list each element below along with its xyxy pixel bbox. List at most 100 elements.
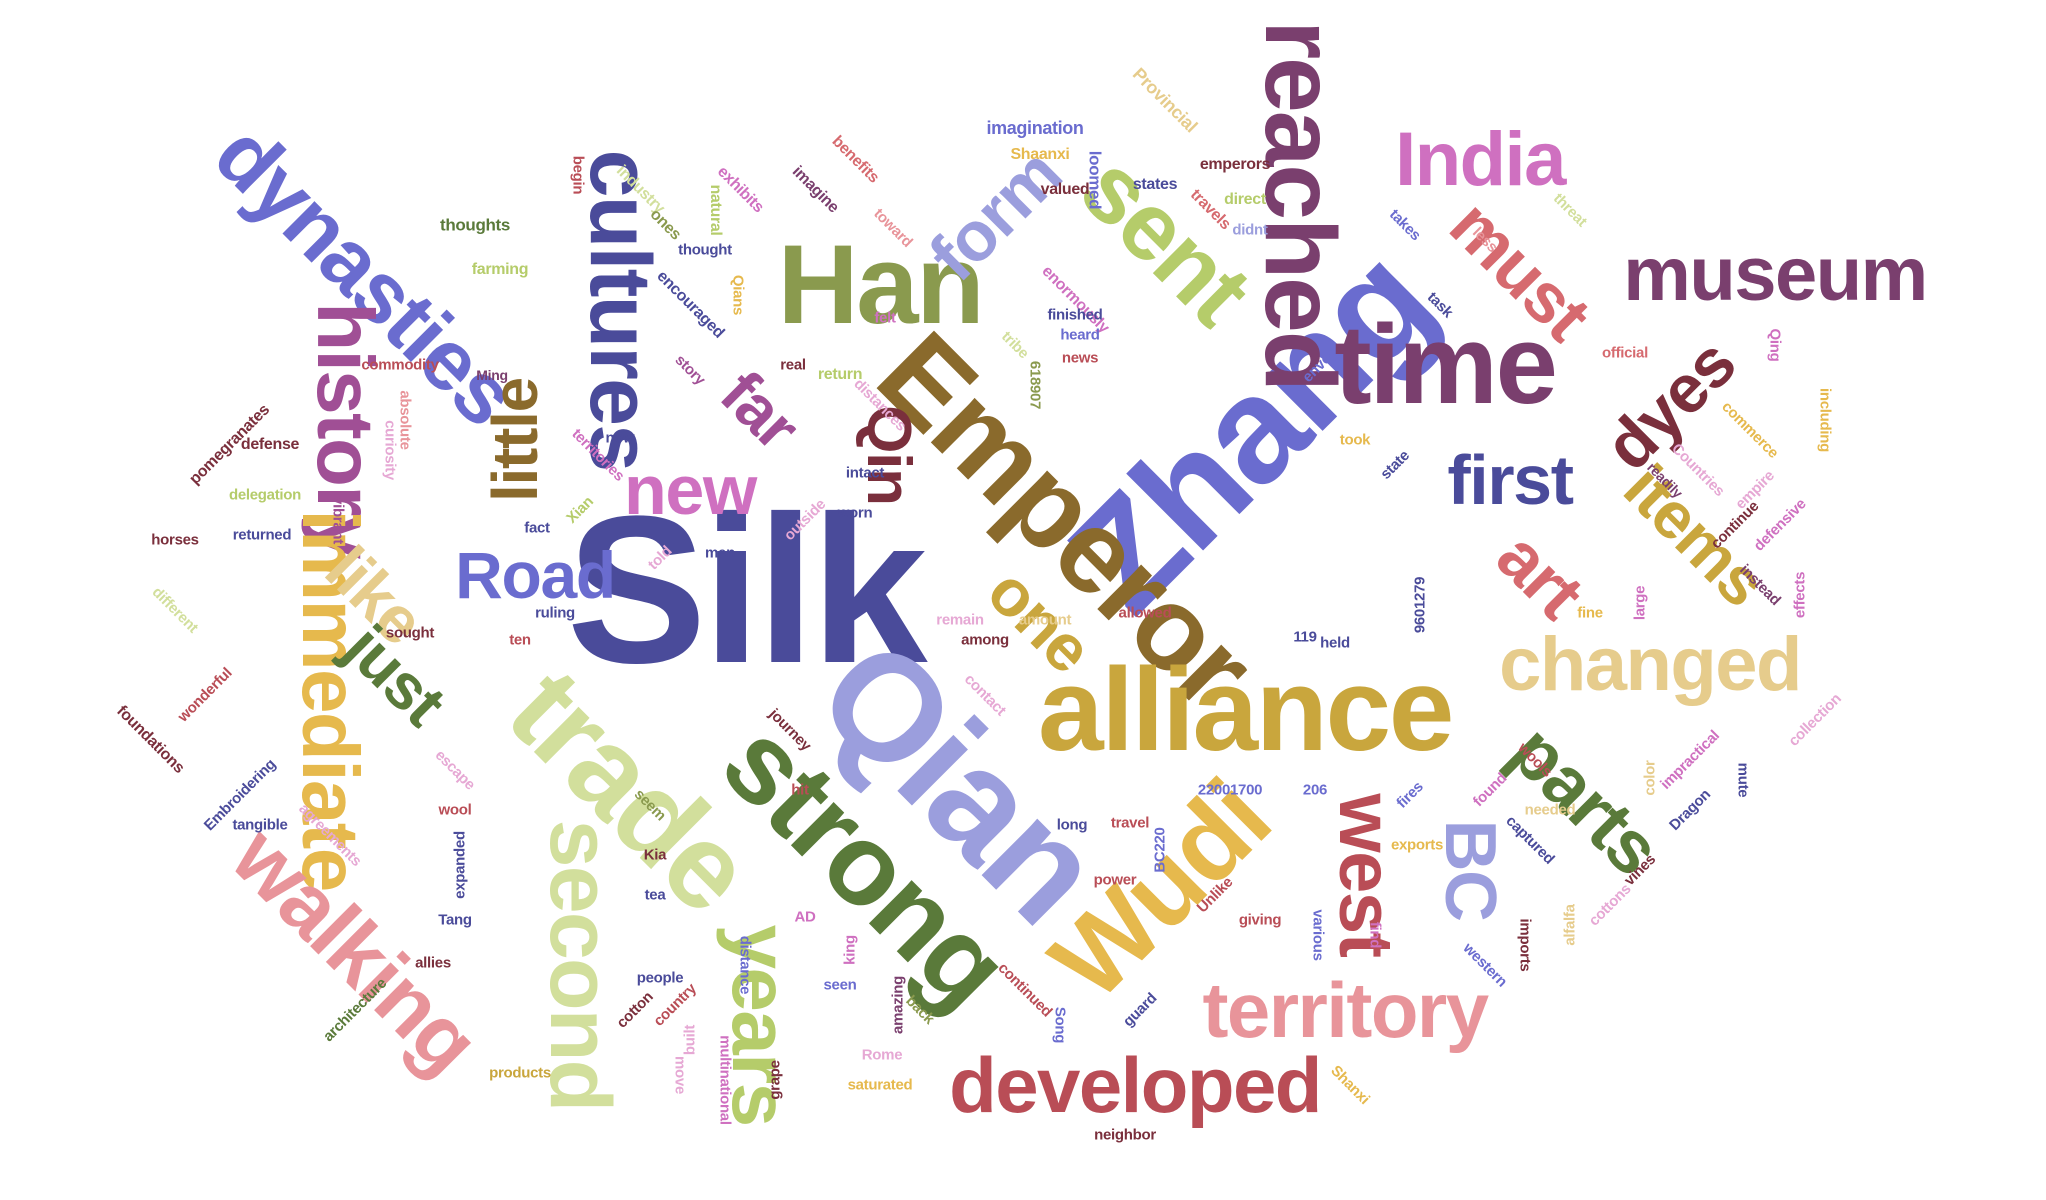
word-travel: travel bbox=[1110, 814, 1150, 832]
word-tribe: tribe bbox=[998, 328, 1032, 362]
word-different: different bbox=[148, 583, 202, 637]
word-including: including bbox=[1816, 388, 1834, 452]
word-expanded: expanded bbox=[451, 831, 469, 899]
word-rome: Rome bbox=[861, 1046, 903, 1064]
word-tang: Tang bbox=[438, 911, 472, 929]
word-loomed: loomed bbox=[1085, 150, 1105, 210]
word-country: country bbox=[650, 980, 700, 1030]
word-color: color bbox=[1641, 760, 1659, 796]
word-changed: changed bbox=[1499, 622, 1802, 707]
word-found: found bbox=[1469, 769, 1511, 811]
word-cottons: cottons bbox=[1585, 880, 1635, 930]
word-developed: developed bbox=[949, 1041, 1322, 1129]
word-long: long bbox=[1056, 816, 1088, 834]
word-ming: Ming bbox=[476, 367, 508, 383]
word-direct: direct bbox=[1224, 191, 1266, 208]
word-imports: imports bbox=[1516, 918, 1534, 972]
word-road: Road bbox=[455, 538, 616, 612]
word-tea: tea bbox=[644, 886, 666, 904]
word-han: Han bbox=[777, 222, 985, 347]
word-alliance: alliance bbox=[1037, 644, 1454, 776]
word-wool: wool bbox=[438, 801, 472, 819]
word-now: now bbox=[605, 429, 635, 447]
word-begin: begin bbox=[569, 155, 587, 195]
word-amount: amount bbox=[1018, 611, 1072, 629]
word-new: new bbox=[624, 451, 757, 529]
word-dragon: Dragon bbox=[1666, 786, 1714, 834]
word-west: west bbox=[1323, 793, 1408, 957]
word-vibrant: vibrant bbox=[329, 496, 347, 544]
word-natural: natural bbox=[707, 184, 724, 236]
word-takes: takes bbox=[1385, 205, 1425, 245]
word-curiosity: curiosity bbox=[381, 420, 399, 480]
word-needed: needed bbox=[1524, 801, 1576, 819]
word-commodity: commodity bbox=[361, 356, 439, 374]
word-territory: territory bbox=[1202, 966, 1489, 1054]
word-22001700: 22001700 bbox=[1197, 781, 1263, 799]
word-power: power bbox=[1093, 871, 1137, 889]
word-bc: BC bbox=[1430, 819, 1510, 921]
word-time: time bbox=[1334, 302, 1558, 427]
word-valued: valued bbox=[1040, 181, 1090, 198]
word-remain: remain bbox=[936, 611, 984, 629]
word-delegation: delegation bbox=[228, 486, 302, 504]
word-kia: Kia bbox=[643, 846, 667, 864]
word-qing: Qing bbox=[1766, 328, 1784, 362]
word-618907: 618907 bbox=[1026, 360, 1044, 410]
word-find: find bbox=[1366, 921, 1384, 949]
word-benefits: benefits bbox=[828, 132, 883, 187]
word-first: first bbox=[1447, 441, 1574, 519]
word-silk: Silk bbox=[566, 472, 928, 707]
word-little: little bbox=[479, 378, 551, 502]
word-worn: worn bbox=[837, 504, 873, 522]
word-finished: finished bbox=[1047, 306, 1103, 324]
word-museum: museum bbox=[1623, 232, 1928, 317]
word-people: people bbox=[636, 969, 684, 987]
word-didnt: didnt bbox=[1232, 221, 1268, 239]
word-farming: farming bbox=[471, 261, 529, 278]
word-continued: continued bbox=[994, 959, 1056, 1021]
word-story: story bbox=[671, 351, 709, 389]
word-various: various bbox=[1309, 909, 1327, 961]
word-official: official bbox=[1602, 344, 1648, 362]
word-among: among bbox=[961, 631, 1009, 649]
word-escape: escape bbox=[431, 746, 479, 794]
word-thoughts: thoughts bbox=[440, 215, 510, 235]
word-thought: thought bbox=[678, 241, 732, 259]
word-heard: heard bbox=[1060, 326, 1100, 344]
word-grape: grape bbox=[766, 1060, 784, 1100]
word-provincial: Provincial bbox=[1128, 63, 1202, 137]
word-amazing: amazing bbox=[889, 976, 907, 1034]
word-returned: returned bbox=[232, 526, 292, 544]
word-exports: exports bbox=[1390, 836, 1444, 854]
word-threat: threat bbox=[1549, 189, 1591, 231]
word-mute: mute bbox=[1734, 762, 1752, 798]
word-206: 206 bbox=[1302, 781, 1328, 799]
word-shanxi: Shanxi bbox=[1327, 1062, 1373, 1108]
word-allowed: allowed bbox=[1118, 604, 1172, 622]
word-shaanxi: Shaanxi bbox=[1010, 146, 1070, 163]
word-king: king bbox=[841, 935, 859, 965]
word-saturated: saturated bbox=[847, 1076, 913, 1094]
word-ruling: ruling bbox=[535, 604, 575, 622]
word-took: took bbox=[1339, 431, 1371, 449]
word-return: return bbox=[817, 366, 863, 383]
word-multinational: multinational bbox=[716, 1035, 734, 1125]
word-absolute: absolute bbox=[396, 390, 414, 450]
word-song: Song bbox=[1051, 1006, 1069, 1044]
word-products: products bbox=[489, 1064, 551, 1082]
word-sought: sought bbox=[385, 624, 435, 642]
word-emperors: emperors bbox=[1199, 156, 1271, 173]
word-india: India bbox=[1395, 117, 1566, 202]
word-hit: hit bbox=[791, 781, 809, 799]
word-men: men bbox=[705, 544, 735, 562]
word-giving: giving bbox=[1238, 911, 1282, 929]
word-large: large bbox=[1631, 585, 1649, 621]
word-ad: AD bbox=[794, 908, 816, 926]
word-move: move bbox=[671, 1056, 689, 1094]
word-imagination: imagination bbox=[986, 118, 1084, 138]
word-defensive: defensive bbox=[1750, 495, 1810, 555]
word-allies: allies bbox=[415, 954, 451, 972]
word-wonderful: wonderful bbox=[174, 664, 236, 726]
